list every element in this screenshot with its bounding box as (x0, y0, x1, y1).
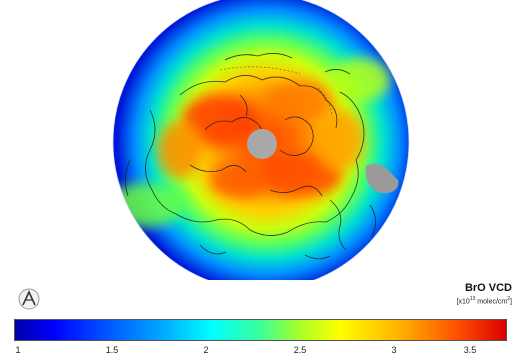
missing-data-patch (365, 163, 399, 194)
institution-logo-icon (18, 288, 40, 310)
colorbar-units: [x1013 molec/cm2] (456, 296, 512, 306)
pole-missing-data (247, 129, 277, 159)
colorbar-tick-2: 2 (203, 345, 209, 355)
colorbar-tick-3-5: 3.5 (463, 345, 477, 355)
map-disk (113, 0, 409, 280)
colorbar-tick-3: 3 (391, 345, 397, 355)
colorbar-tick-2-5: 2.5 (293, 345, 307, 355)
colorbar (14, 319, 507, 341)
colorbar-title: BrO VCD (464, 282, 512, 294)
polar-map (112, 0, 410, 280)
colorbar-tick-1: 1 (15, 345, 21, 355)
colorbar-tick-1-5: 1.5 (105, 345, 119, 355)
coastlines (125, 53, 376, 260)
